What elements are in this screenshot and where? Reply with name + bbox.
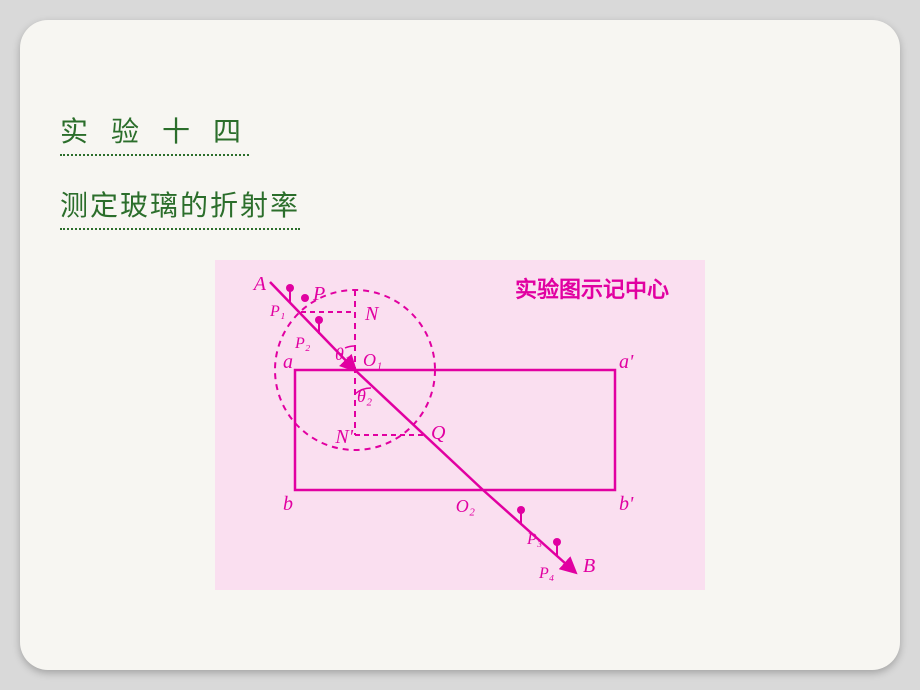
svg-text:P: P bbox=[312, 283, 325, 305]
title: 实 验 十 四 bbox=[60, 110, 860, 184]
svg-text:A: A bbox=[252, 273, 267, 295]
svg-text:Q: Q bbox=[431, 422, 446, 444]
svg-text:a: a bbox=[283, 351, 293, 373]
subtitle: 测定玻璃的折射率 bbox=[60, 184, 860, 260]
svg-text:b: b bbox=[283, 493, 293, 515]
svg-text:b': b' bbox=[619, 493, 634, 515]
title-text: 实 验 十 四 bbox=[60, 110, 249, 156]
svg-text:N': N' bbox=[334, 426, 353, 448]
svg-text:P₂: P₂ bbox=[294, 335, 311, 352]
subtitle-text: 测定玻璃的折射率 bbox=[60, 184, 300, 230]
svg-text:a': a' bbox=[619, 351, 634, 373]
diagram-caption: 实验图示记中心 bbox=[515, 272, 669, 304]
slide-card: 实 验 十 四 测定玻璃的折射率 实验图示记中心 a a' b b' N N' A B O₁ O₂… bbox=[20, 20, 900, 670]
diagram-svg: aa'bb'NN'ABO₁O₂Qθ₁θ₂PP₁P₂P₃P₄ bbox=[215, 260, 705, 590]
svg-text:O₁: O₁ bbox=[363, 350, 382, 370]
svg-text:P₃: P₃ bbox=[526, 531, 542, 548]
refraction-diagram: 实验图示记中心 aa'bb'NN'ABO₁O₂Qθ₁θ₂PP₁P₂P₃P₄ bbox=[215, 260, 705, 590]
svg-text:B: B bbox=[583, 555, 595, 577]
diagram-container: 实验图示记中心 aa'bb'NN'ABO₁O₂Qθ₁θ₂PP₁P₂P₃P₄ bbox=[60, 260, 860, 590]
svg-text:O₂: O₂ bbox=[456, 496, 475, 516]
svg-text:P₄: P₄ bbox=[538, 565, 554, 582]
svg-text:P₁: P₁ bbox=[269, 303, 285, 320]
svg-text:N: N bbox=[364, 303, 380, 325]
